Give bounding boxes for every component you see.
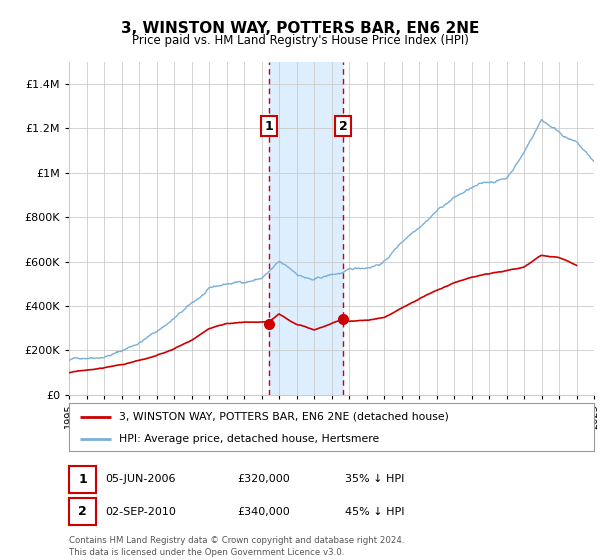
- Text: HPI: Average price, detached house, Hertsmere: HPI: Average price, detached house, Hert…: [119, 434, 379, 444]
- Text: £320,000: £320,000: [237, 474, 290, 484]
- Text: Price paid vs. HM Land Registry's House Price Index (HPI): Price paid vs. HM Land Registry's House …: [131, 34, 469, 46]
- Text: 05-JUN-2006: 05-JUN-2006: [105, 474, 176, 484]
- Text: 02-SEP-2010: 02-SEP-2010: [105, 507, 176, 517]
- Text: £340,000: £340,000: [237, 507, 290, 517]
- Text: 1: 1: [265, 119, 274, 133]
- Text: 3, WINSTON WAY, POTTERS BAR, EN6 2NE: 3, WINSTON WAY, POTTERS BAR, EN6 2NE: [121, 21, 479, 36]
- Text: 3, WINSTON WAY, POTTERS BAR, EN6 2NE (detached house): 3, WINSTON WAY, POTTERS BAR, EN6 2NE (de…: [119, 412, 449, 422]
- Text: 35% ↓ HPI: 35% ↓ HPI: [345, 474, 404, 484]
- Text: 45% ↓ HPI: 45% ↓ HPI: [345, 507, 404, 517]
- Text: 2: 2: [78, 505, 87, 519]
- Text: Contains HM Land Registry data © Crown copyright and database right 2024.
This d: Contains HM Land Registry data © Crown c…: [69, 536, 404, 557]
- Text: 2: 2: [339, 119, 347, 133]
- Text: 1: 1: [78, 473, 87, 486]
- Bar: [269, 62, 343, 395]
